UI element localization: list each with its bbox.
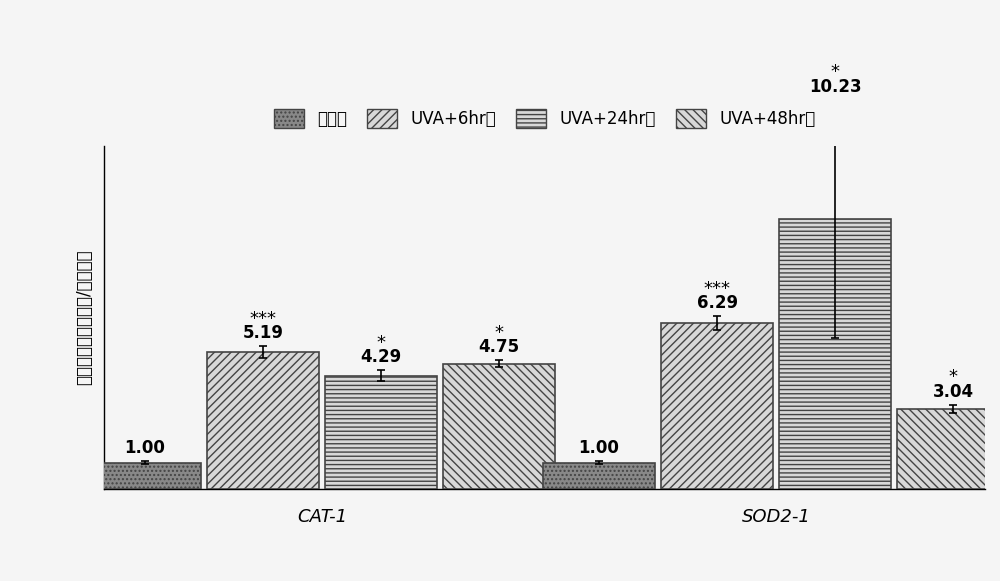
Y-axis label: 相對表現量（實驗組/控制組）: 相對表現量（實驗組/控制組） [75, 250, 93, 385]
Text: 4.29: 4.29 [360, 349, 402, 367]
Text: 1.00: 1.00 [579, 439, 619, 457]
Bar [207, 352, 319, 489]
Text: ***: *** [250, 310, 277, 328]
Text: 3.04: 3.04 [933, 383, 974, 401]
Text: 6.29: 6.29 [697, 295, 738, 313]
Text: 10.23: 10.23 [809, 78, 861, 96]
Bar [661, 323, 773, 489]
Bar [443, 364, 555, 489]
Text: ***: *** [704, 280, 731, 298]
Text: 4.75: 4.75 [479, 339, 520, 357]
Bar [325, 376, 437, 489]
Bar [543, 462, 655, 489]
Bar [89, 462, 201, 489]
Text: *: * [831, 63, 840, 81]
Text: *: * [949, 368, 958, 386]
Bar [779, 219, 891, 489]
Text: *: * [377, 334, 386, 352]
Text: 5.19: 5.19 [243, 324, 284, 342]
Text: CAT-1: CAT-1 [297, 508, 347, 526]
Text: *: * [495, 324, 504, 342]
Bar [897, 409, 1000, 489]
Text: SOD2-1: SOD2-1 [742, 508, 811, 526]
Text: 1.00: 1.00 [125, 439, 165, 457]
Legend: 控制組, UVA+6hr組, UVA+24hr組, UVA+48hr組: 控制組, UVA+6hr組, UVA+24hr組, UVA+48hr組 [267, 102, 822, 135]
